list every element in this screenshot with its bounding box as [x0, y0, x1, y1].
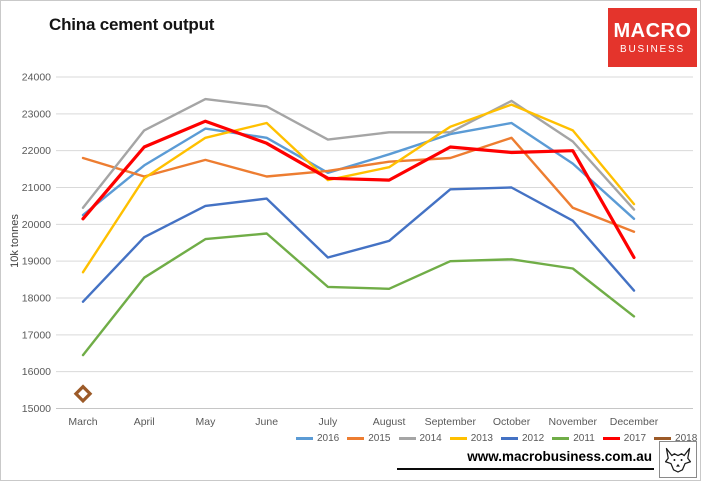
series-line-2014 — [81, 97, 636, 211]
logo-text-business: BUSINESS — [620, 43, 685, 55]
series-line-2016 — [81, 121, 636, 220]
x-tick-label-july: July — [319, 416, 338, 428]
y-tick-label: 18000 — [22, 293, 51, 305]
x-tick-label-september: September — [425, 416, 477, 428]
legend-item-2014: 2014 — [398, 433, 442, 444]
series-line-2013 — [81, 103, 636, 274]
legend-item-2011: 2011 — [552, 433, 595, 444]
chart-legend: 2016 2015 2014 2013 2012 2011 2017 2018 — [296, 433, 697, 444]
series-line-2012 — [81, 186, 636, 303]
legend-label-2011: 2011 — [573, 433, 595, 444]
x-tick-label-december: December — [610, 416, 659, 428]
legend-item-2017: 2017 — [602, 433, 647, 444]
legend-label-2013: 2013 — [470, 433, 493, 444]
legend-label-2015: 2015 — [368, 433, 391, 444]
legend-swatch-2016 — [296, 437, 313, 440]
legend-label-2018: 2018 — [675, 433, 698, 444]
logo-text-macro: MACRO — [613, 19, 692, 42]
series-line-2015 — [81, 136, 636, 233]
legend-label-2014: 2014 — [419, 433, 442, 444]
series-line-2011 — [81, 232, 636, 357]
series-line-2017 — [81, 119, 636, 260]
y-tick-label: 19000 — [22, 256, 51, 268]
x-tick-label-march: March — [68, 416, 97, 428]
legend-item-2012: 2012 — [501, 433, 544, 444]
legend-swatch-2017 — [602, 437, 620, 440]
y-tick-label: 24000 — [22, 72, 51, 84]
y-tick-label: 20000 — [22, 219, 51, 231]
legend-swatch-2013 — [449, 437, 467, 440]
legend-label-2016: 2016 — [317, 433, 340, 444]
x-tick-label-october: October — [493, 416, 531, 428]
y-tick-label: 22000 — [22, 145, 51, 157]
legend-swatch-2018 — [654, 437, 672, 440]
y-tick-label: 15000 — [22, 403, 51, 415]
legend-swatch-2015 — [347, 437, 365, 440]
chart-title: China cement output — [49, 15, 215, 34]
x-tick-label-august: August — [373, 416, 406, 428]
legend-swatch-2012 — [501, 437, 518, 440]
legend-label-2017: 2017 — [623, 433, 647, 444]
x-tick-label-may: May — [196, 416, 217, 428]
legend-label-2012: 2012 — [522, 433, 545, 444]
y-tick-label: 17000 — [22, 329, 51, 341]
legend-item-2018: 2018 — [654, 433, 697, 444]
wolf-logo-icon — [659, 441, 697, 478]
macrobusiness-logo: MACRO BUSINESS — [608, 8, 697, 67]
x-tick-label-april: April — [134, 416, 155, 428]
macrobusiness-url-link[interactable]: www.macrobusiness.com.au — [397, 449, 654, 470]
x-tick-label-june: June — [255, 416, 278, 428]
legend-swatch-2014 — [398, 437, 416, 440]
legend-item-2013: 2013 — [449, 433, 493, 444]
x-tick-label-november: November — [549, 416, 598, 428]
wolf-head-drawing — [664, 447, 692, 473]
y-tick-label: 23000 — [22, 108, 51, 120]
y-tick-label: 16000 — [22, 366, 51, 378]
y-tick-label: 21000 — [22, 182, 51, 194]
marker-diamond-2018 — [73, 384, 93, 404]
legend-swatch-2011 — [552, 437, 570, 440]
legend-item-2016: 2016 — [296, 433, 339, 444]
legend-item-2015: 2015 — [347, 433, 391, 444]
y-axis-title: 10k tonnes — [9, 214, 21, 268]
